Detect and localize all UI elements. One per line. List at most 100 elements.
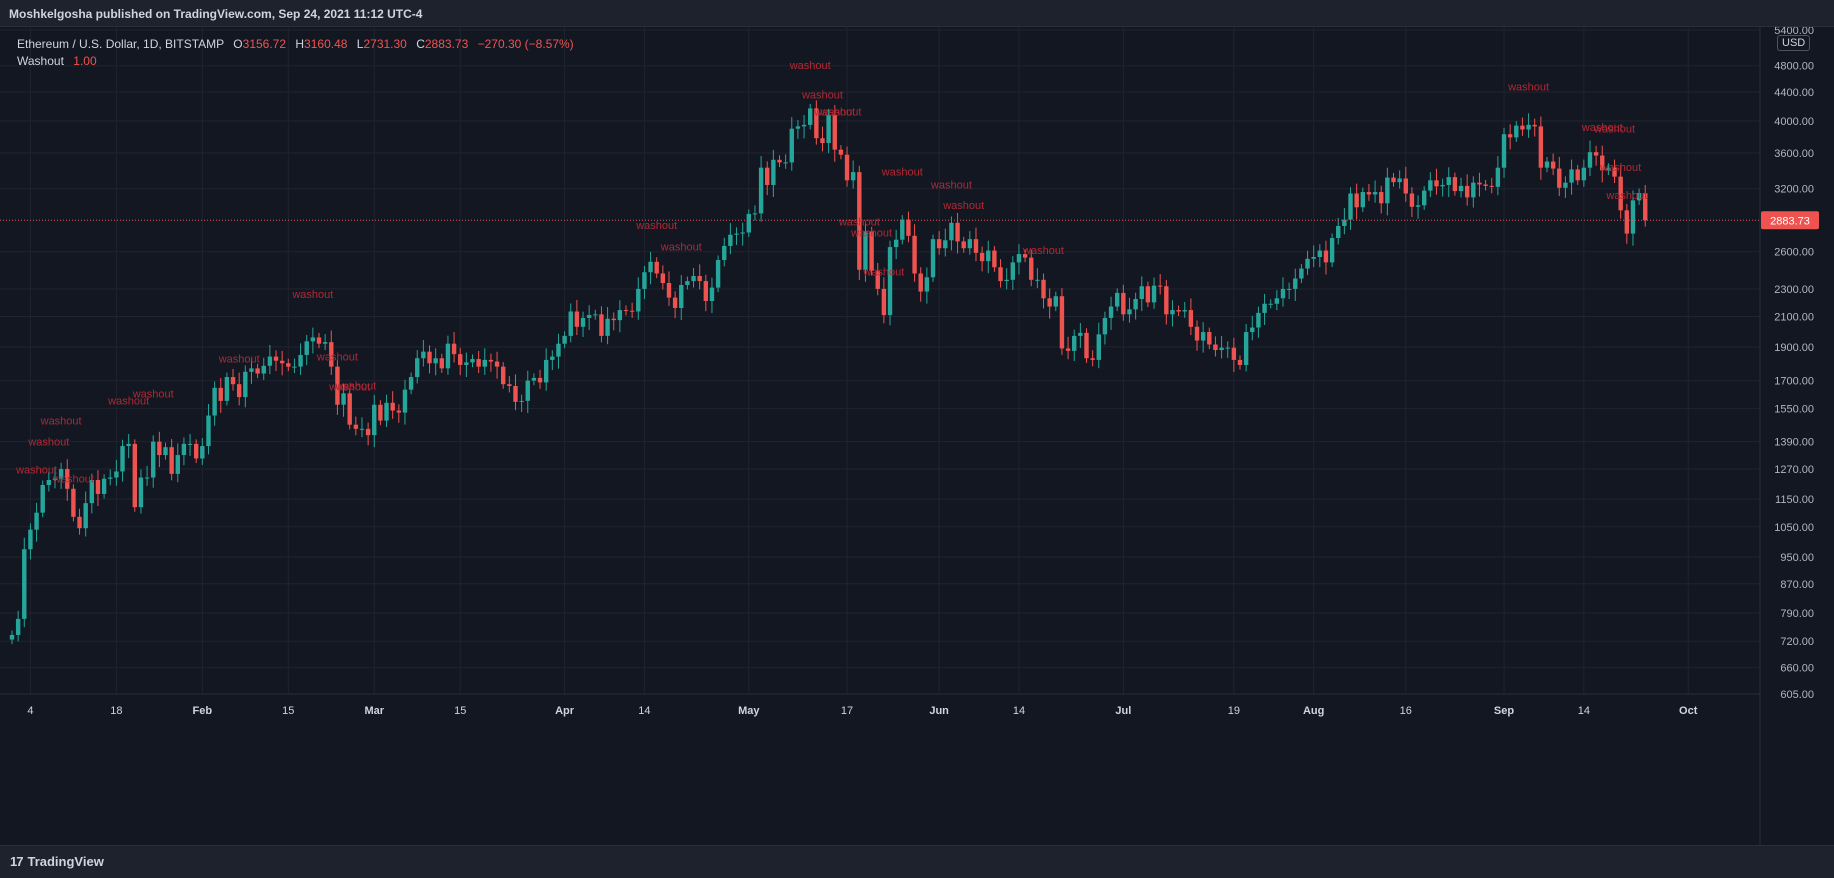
candle-body: [1464, 185, 1470, 198]
y-tick-label: 790.00: [1780, 608, 1814, 620]
candle-body: [850, 172, 856, 181]
candle-body: [1587, 152, 1593, 168]
candle-body: [1336, 225, 1341, 239]
washout-annotation: washout: [862, 267, 904, 279]
candle-body: [365, 428, 371, 436]
candle-body: [906, 219, 911, 236]
candle-body: [949, 222, 954, 241]
candle-body: [1231, 347, 1237, 360]
candle-body: [580, 317, 586, 327]
candle-body: [1090, 358, 1095, 360]
candle-body: [881, 288, 887, 316]
candle-body: [943, 240, 948, 249]
candle-body: [157, 441, 162, 456]
symbol-name[interactable]: Ethereum / U.S. Dollar, 1D, BITSTAMP: [17, 37, 224, 51]
candle-body: [378, 404, 383, 421]
candlestick-chart[interactable]: washout washout washout washout washout washo…: [0, 27, 1834, 845]
y-tick-label: 1700.00: [1774, 376, 1814, 388]
candle-body: [1495, 167, 1501, 187]
candle-body: [1532, 124, 1537, 127]
x-tick-label: Apr: [555, 705, 575, 717]
washout-annotation: washout: [881, 166, 923, 178]
candle-body: [887, 247, 893, 316]
candle-body: [1200, 332, 1206, 341]
candle-body: [1348, 193, 1353, 220]
x-tick-label: Jun: [929, 705, 949, 717]
washout-annotation: washout: [1605, 190, 1647, 202]
candle-body: [1164, 286, 1169, 315]
candle-body: [1065, 348, 1071, 351]
candle-body: [1176, 310, 1181, 312]
close-key: C: [416, 37, 425, 51]
candle-body: [998, 267, 1003, 282]
candle-body: [212, 387, 217, 416]
candle-body: [1593, 152, 1599, 156]
candle-body: [1151, 285, 1157, 303]
last-price-badge: [1761, 211, 1819, 230]
chart-pane[interactable]: washout washout washout washout washout washo…: [0, 26, 1834, 846]
indicator-name[interactable]: Washout: [17, 54, 64, 68]
candle-body: [181, 443, 187, 456]
x-tick-label: Feb: [193, 705, 213, 717]
washout-annotation: washout: [15, 464, 57, 476]
candle-body: [1041, 279, 1046, 299]
candle-body: [1010, 262, 1016, 280]
candle-body: [863, 231, 868, 270]
candle-body: [1366, 192, 1372, 195]
y-tick-label: 2300.00: [1774, 284, 1814, 296]
candle-body: [194, 443, 199, 459]
candle-body: [310, 337, 316, 342]
candle-body: [1084, 332, 1089, 359]
candle-body: [1108, 306, 1114, 318]
y-tick-label: 720.00: [1780, 636, 1814, 648]
candle-body: [955, 222, 960, 242]
candle-body: [1317, 250, 1323, 258]
candle-body: [1471, 182, 1476, 198]
candle-body: [875, 270, 880, 289]
candle-body: [1403, 178, 1408, 194]
candle-body: [961, 241, 966, 249]
candle-body: [648, 261, 653, 273]
publisher-header: Moshkelgosha published on TradingView.co…: [0, 0, 1834, 26]
y-tick-label: 5400.00: [1774, 27, 1814, 37]
candle-body: [1379, 192, 1384, 204]
candle-body: [1262, 303, 1267, 313]
candle-body: [1250, 327, 1255, 333]
candle-body: [672, 297, 678, 308]
last-price-label: 2883.73: [1770, 215, 1810, 227]
candle-body: [979, 252, 985, 262]
washout-annotation: washout: [132, 388, 174, 400]
y-tick-label: 1050.00: [1774, 522, 1814, 534]
candle-body: [95, 479, 101, 494]
candle-body: [531, 377, 537, 381]
candle-body: [1016, 254, 1022, 263]
washout-annotation: washout: [1507, 81, 1549, 93]
currency-button[interactable]: USD: [1777, 35, 1811, 51]
candle-body: [28, 529, 33, 550]
candle-body: [605, 318, 610, 336]
candle-body: [525, 380, 530, 401]
washout-annotation: washout: [334, 380, 376, 392]
washout-annotation: washout: [1581, 122, 1623, 134]
candle-body: [611, 318, 616, 321]
candle-body: [924, 277, 930, 292]
tradingview-logo[interactable]: 17 TradingView: [10, 854, 104, 869]
candle-body: [507, 384, 512, 386]
candle-body: [1139, 286, 1144, 299]
candle-body: [163, 447, 168, 456]
y-tick-label: 3600.00: [1774, 148, 1814, 160]
symbol-legend-row[interactable]: Ethereum / U.S. Dollar, 1D, BITSTAMP O31…: [17, 36, 574, 53]
candle-body: [249, 368, 254, 372]
candle-body: [445, 343, 451, 369]
candle-body: [1544, 161, 1550, 168]
candle-body: [1329, 238, 1335, 263]
candle-body: [488, 359, 494, 362]
candle-body: [752, 213, 758, 215]
indicator-legend-row[interactable]: Washout 1.00: [17, 53, 574, 70]
candle-body: [298, 354, 303, 367]
candle-body: [1636, 193, 1642, 201]
candle-body: [893, 239, 899, 248]
candle-body: [9, 634, 15, 640]
candle-body: [1029, 257, 1034, 280]
candle-body: [1145, 286, 1151, 303]
